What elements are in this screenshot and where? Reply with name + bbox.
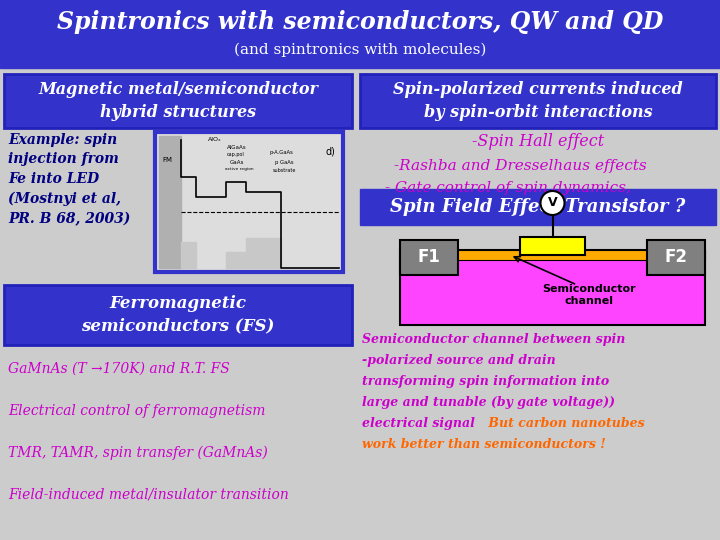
Text: d): d) [325, 146, 335, 156]
Bar [181, 242, 196, 268]
Text: active region: active region [225, 167, 253, 171]
Bar [226, 252, 246, 268]
Circle shape [541, 191, 564, 215]
Text: Spin-polarized currents induced
by spin-orbit interactions: Spin-polarized currents induced by spin-… [393, 82, 683, 120]
Bar [159, 136, 181, 268]
Text: Semiconductor
channel: Semiconductor channel [542, 284, 636, 306]
Text: Spin Field Effect Transistor ?: Spin Field Effect Transistor ? [390, 198, 685, 216]
Bar [400, 250, 705, 325]
Text: transforming spin information into: transforming spin information into [362, 375, 609, 388]
Text: electrical signal: electrical signal [362, 417, 475, 430]
Text: p GaAs: p GaAs [275, 160, 294, 165]
Bar [400, 240, 458, 275]
Bar [0, 0, 720, 68]
Text: substrate: substrate [273, 168, 297, 173]
Text: GaAs: GaAs [230, 160, 244, 165]
Bar [155, 132, 343, 272]
Text: - Gate control of spin dynamics,: - Gate control of spin dynamics, [385, 181, 631, 195]
Text: F1: F1 [418, 248, 441, 267]
Text: large and tunable (by gate voltage)): large and tunable (by gate voltage)) [362, 396, 615, 409]
Text: AlOₓ: AlOₓ [208, 137, 222, 142]
Text: AlGaAs: AlGaAs [227, 145, 247, 150]
Text: Spintronics with semiconductors, QW and QD: Spintronics with semiconductors, QW and … [57, 10, 663, 34]
Text: -Rashba and Dresselhaus effects: -Rashba and Dresselhaus effects [394, 159, 647, 173]
Bar [246, 238, 281, 268]
Bar [647, 240, 705, 275]
Text: p-A.GaAs: p-A.GaAs [270, 150, 294, 155]
Text: Field-induced metal/insulator transition: Field-induced metal/insulator transition [8, 488, 289, 502]
Text: Magnetic metal/semiconductor
hybrid structures: Magnetic metal/semiconductor hybrid stru… [38, 82, 318, 120]
Text: GaMnAs (T⁣ →170K) and R.T. FS: GaMnAs (T⁣ →170K) and R.T. FS [8, 362, 230, 376]
Bar [360, 74, 716, 128]
Text: work better than semiconductors !: work better than semiconductors ! [362, 438, 606, 451]
Text: TMR, TAMR, spin transfer (GaMnAs): TMR, TAMR, spin transfer (GaMnAs) [8, 446, 268, 461]
Text: FM: FM [162, 157, 172, 163]
Bar [4, 285, 352, 345]
Text: (and spintronics with molecules): (and spintronics with molecules) [234, 43, 486, 57]
Bar [520, 237, 585, 255]
Text: cap.pol: cap.pol [227, 152, 245, 157]
Bar [435, 250, 705, 260]
Text: F2: F2 [665, 248, 688, 267]
Text: -polarized source and drain: -polarized source and drain [362, 354, 556, 367]
Text: Electrical control of ferromagnetism: Electrical control of ferromagnetism [8, 404, 266, 418]
Text: Semiconductor channel between spin: Semiconductor channel between spin [362, 333, 626, 346]
Text: Example: spin
injection from
Fe into LED
(Mostnyi et al,
PR. B 68, 2003): Example: spin injection from Fe into LED… [8, 133, 130, 226]
Text: But carbon nanotubes: But carbon nanotubes [484, 417, 644, 430]
Bar [360, 189, 716, 225]
Text: V: V [548, 197, 557, 210]
Text: Ferromagnetic
semiconductors (FS): Ferromagnetic semiconductors (FS) [81, 295, 275, 335]
Bar [4, 74, 352, 128]
Text: -Spin Hall effect: -Spin Hall effect [472, 133, 604, 151]
